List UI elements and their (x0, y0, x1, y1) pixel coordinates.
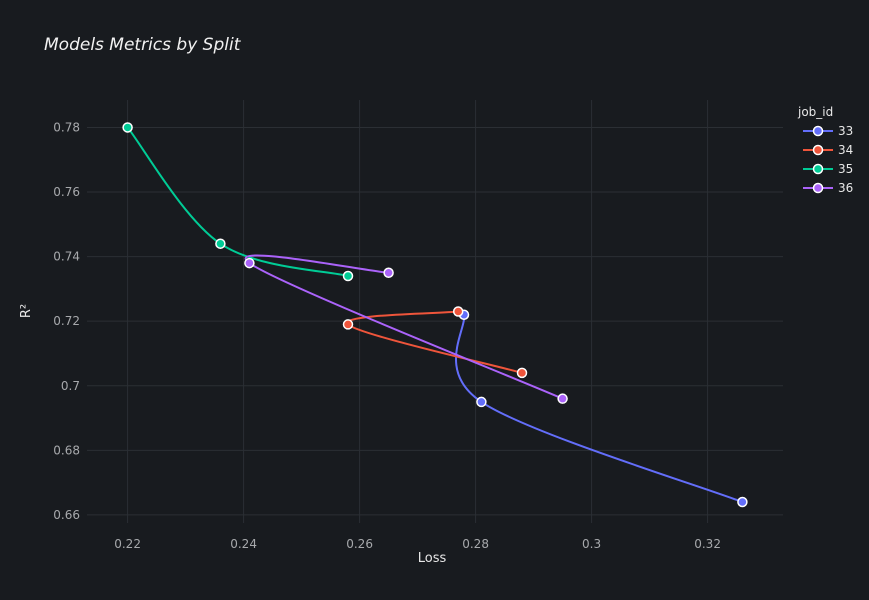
y-tick-label: 0.74 (53, 250, 80, 264)
data-point-36[interactable] (557, 393, 568, 404)
y-tick-label: 0.68 (53, 443, 80, 457)
data-point-33[interactable] (737, 496, 748, 508)
legend-marker-34 (812, 144, 824, 156)
data-point-36[interactable] (244, 257, 255, 269)
grid-lines (87, 100, 783, 523)
y-tick-label: 0.76 (53, 185, 80, 199)
legend-marker-36 (812, 182, 824, 194)
x-tick-label: 0.3 (582, 537, 601, 551)
y-tick-label: 0.7 (61, 379, 80, 393)
y-tick-label: 0.66 (53, 508, 80, 522)
x-tick-label: 0.26 (346, 537, 373, 551)
legend-title: job_id (797, 105, 833, 119)
y-axis-ticks: 0.66 0.68 0.7 0.72 0.74 0.76 0.78 (53, 120, 80, 521)
y-tick-label: 0.72 (53, 314, 80, 328)
data-point-35[interactable] (215, 238, 226, 249)
legend-marker-33 (812, 125, 824, 137)
y-tick-label: 0.78 (53, 120, 80, 134)
x-axis-title: Loss (418, 551, 447, 566)
x-axis-ticks: 0.22 0.24 0.26 0.28 0.3 0.32 (114, 537, 721, 551)
series-lines (126, 126, 743, 503)
x-tick-label: 0.22 (114, 537, 141, 551)
series-line-35 (126, 126, 349, 277)
chart-title: Models Metrics by Split (44, 35, 242, 55)
data-point-35[interactable] (122, 122, 133, 133)
series-line-33 (455, 314, 743, 503)
data-point-36[interactable] (383, 267, 394, 279)
legend-label-35[interactable]: 35 (838, 162, 853, 176)
y-axis-title: R² (19, 304, 34, 318)
legend-label-33[interactable]: 33 (838, 124, 853, 138)
data-point-35[interactable] (342, 270, 354, 282)
data-point-34[interactable] (342, 319, 354, 330)
series-line-36 (244, 254, 563, 400)
legend-label-34[interactable]: 34 (838, 143, 853, 157)
data-point-34[interactable] (452, 306, 464, 317)
data-point-33[interactable] (476, 396, 487, 408)
x-tick-label: 0.24 (230, 537, 257, 551)
legend-marker-35 (812, 163, 824, 175)
data-point-34[interactable] (516, 367, 528, 379)
series-points (122, 122, 748, 508)
x-tick-label: 0.32 (694, 537, 721, 551)
x-tick-label: 0.28 (462, 537, 489, 551)
legend: job_id 33 34 35 36 (797, 105, 853, 195)
legend-label-36[interactable]: 36 (838, 181, 853, 195)
